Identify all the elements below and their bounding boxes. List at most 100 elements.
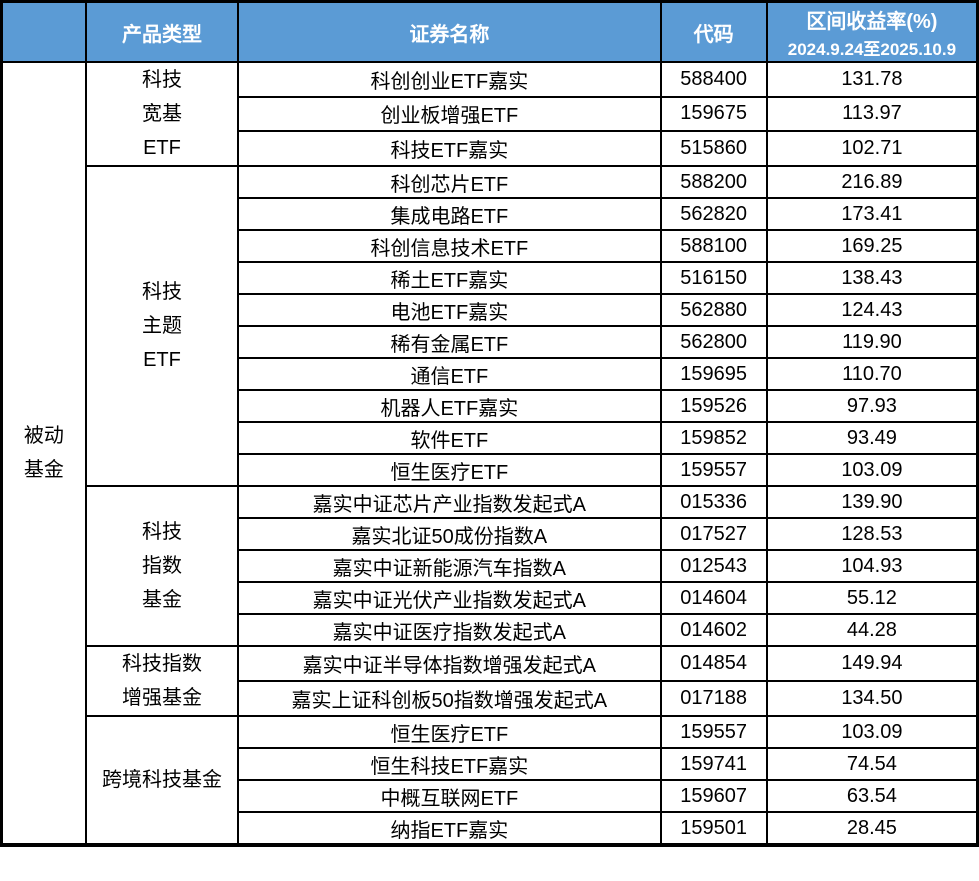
code-cell: 014854: [659, 645, 768, 682]
security-name-cell: 嘉实上证科创板50指数增强发起式A: [237, 680, 662, 717]
code-cell: 159501: [659, 811, 768, 846]
code-cell: 014604: [659, 581, 768, 615]
return-cell: 119.90: [765, 325, 979, 359]
security-name-cell: 中概互联网ETF: [237, 779, 662, 813]
code-cell: 562880: [659, 293, 768, 327]
code-cell: 017527: [659, 517, 768, 551]
table-row: 嘉实中证医疗指数发起式A 014602 44.28: [2, 613, 979, 647]
security-name-cell: 电池ETF嘉实: [237, 293, 662, 327]
return-cell: 139.90: [765, 485, 979, 519]
security-name-cell: 嘉实中证光伏产业指数发起式A: [237, 581, 662, 615]
security-name-cell: 嘉实中证新能源汽车指数A: [237, 549, 662, 583]
table-row: 集成电路ETF 562820 173.41: [2, 197, 979, 231]
group-label-line: 科技: [141, 69, 182, 91]
code-cell: 159557: [659, 715, 768, 749]
code-cell: 588200: [659, 165, 768, 199]
return-cell: 124.43: [765, 293, 979, 327]
code-cell: 588100: [659, 229, 768, 263]
table-row: 嘉实中证光伏产业指数发起式A 014604 55.12: [2, 581, 979, 615]
table-row: 创业板增强ETF 159675 113.97: [2, 95, 979, 133]
security-name-cell: 软件ETF: [237, 421, 662, 455]
table-row: 被动 基金 科技 宽基 ETF 科创创业ETF嘉实 588400 131.78: [0, 61, 979, 846]
table-row: 机器人ETF嘉实 159526 97.93: [2, 389, 979, 423]
header-product-type: 产品类型: [84, 0, 240, 63]
category-label-line: 被动: [23, 425, 64, 447]
security-name-cell: 通信ETF: [237, 357, 662, 391]
return-cell: 102.71: [765, 130, 979, 167]
group-cell-tech-index-enhanced-funds: 科技指数 增强基金: [84, 645, 240, 717]
group-label-line: 科技: [141, 521, 182, 543]
code-cell: 159852: [659, 421, 768, 455]
code-cell: 159675: [659, 95, 768, 133]
group-label-line: 主题: [141, 315, 182, 337]
category-label-line: 基金: [23, 459, 64, 481]
security-name-cell: 嘉实中证半导体指数增强发起式A: [237, 645, 662, 682]
code-cell: 159557: [659, 453, 768, 487]
table-row: 跨境科技基金 恒生医疗ETF 159557 103.09: [2, 715, 979, 846]
return-cell: 110.70: [765, 357, 979, 391]
group-label-line: 跨境科技基金: [101, 769, 222, 791]
security-name-cell: 稀土ETF嘉实: [237, 261, 662, 295]
return-cell: 113.97: [765, 95, 979, 133]
security-name-cell: 嘉实北证50成份指数A: [237, 517, 662, 551]
table-row: 纳指ETF嘉实 159501 28.45: [2, 811, 979, 846]
code-cell: 562820: [659, 197, 768, 231]
group-label-line: 指数: [141, 555, 182, 577]
table-row: 中概互联网ETF 159607 63.54: [2, 779, 979, 813]
table-row: 嘉实北证50成份指数A 017527 128.53: [2, 517, 979, 551]
return-cell: 103.09: [765, 453, 979, 487]
return-cell: 93.49: [765, 421, 979, 455]
group-cell-cross-border-tech-funds: 跨境科技基金: [84, 715, 240, 846]
code-cell: 012543: [659, 549, 768, 583]
code-cell: 159607: [659, 779, 768, 813]
header-return: 区间收益率(%) 2024.9.24至2025.10.9: [765, 0, 979, 63]
group-label-line: ETF: [143, 349, 181, 371]
return-cell: 169.25: [765, 229, 979, 263]
security-name-cell: 科技ETF嘉实: [237, 130, 662, 167]
code-cell: 515860: [659, 130, 768, 167]
table-row: 嘉实上证科创板50指数增强发起式A 017188 134.50: [2, 680, 979, 717]
return-cell: 138.43: [765, 261, 979, 295]
return-cell: 134.50: [765, 680, 979, 717]
header-return-title: 区间收益率(%): [806, 10, 938, 33]
table-row: 科技 主题 ETF 科创芯片ETF 588200 216.89: [2, 165, 979, 487]
table-row: 稀有金属ETF 562800 119.90: [2, 325, 979, 359]
group-cell-tech-theme-etf: 科技 主题 ETF: [84, 165, 240, 487]
security-name-cell: 集成电路ETF: [237, 197, 662, 231]
security-name-cell: 科创创业ETF嘉实: [237, 61, 662, 98]
group-label-line: 宽基: [141, 103, 182, 125]
group-label-line: ETF: [143, 137, 181, 159]
table-row: 稀土ETF嘉实 516150 138.43: [2, 261, 979, 295]
table-row: 恒生医疗ETF 159557 103.09: [2, 453, 979, 487]
group-label-line: 增强基金: [121, 687, 202, 709]
etf-returns-table: 产品类型 证券名称 代码 区间收益率(%) 2024.9.24至2025.10.…: [0, 0, 979, 847]
header-empty-cell: [0, 0, 87, 63]
security-name-cell: 纳指ETF嘉实: [237, 811, 662, 846]
return-cell: 28.45: [765, 811, 979, 846]
table-row: 电池ETF嘉实 562880 124.43: [2, 293, 979, 327]
security-name-cell: 科创芯片ETF: [237, 165, 662, 199]
security-name-cell: 嘉实中证医疗指数发起式A: [237, 613, 662, 647]
code-cell: 588400: [659, 61, 768, 98]
group-cell-tech-broad-etf: 科技 宽基 ETF: [84, 61, 240, 167]
header-code: 代码: [659, 0, 768, 63]
return-cell: 55.12: [765, 581, 979, 615]
table-header: 产品类型 证券名称 代码 区间收益率(%) 2024.9.24至2025.10.…: [0, 0, 979, 63]
table-row: 科技指数 增强基金 嘉实中证半导体指数增强发起式A 014854 149.94: [2, 645, 979, 717]
group-label-line: 基金: [141, 589, 182, 611]
code-cell: 014602: [659, 613, 768, 647]
security-name-cell: 恒生医疗ETF: [237, 715, 662, 749]
table-row: 通信ETF 159695 110.70: [2, 357, 979, 391]
header-row: 产品类型 证券名称 代码 区间收益率(%) 2024.9.24至2025.10.…: [0, 0, 979, 63]
table-row: 恒生科技ETF嘉实 159741 74.54: [2, 747, 979, 781]
return-cell: 173.41: [765, 197, 979, 231]
table-row: 软件ETF 159852 93.49: [2, 421, 979, 455]
code-cell: 015336: [659, 485, 768, 519]
group-label-line: 科技指数: [121, 653, 202, 675]
security-name-cell: 恒生科技ETF嘉实: [237, 747, 662, 781]
return-cell: 131.78: [765, 61, 979, 98]
security-name-cell: 机器人ETF嘉实: [237, 389, 662, 423]
security-name-cell: 恒生医疗ETF: [237, 453, 662, 487]
security-name-cell: 科创信息技术ETF: [237, 229, 662, 263]
